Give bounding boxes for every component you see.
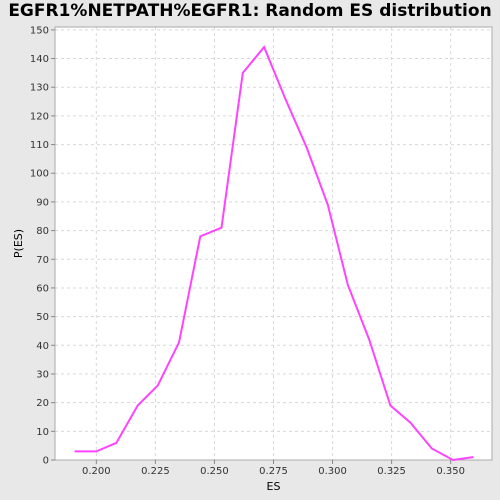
data-point [241, 72, 244, 74]
y-tick-label: 120 [30, 111, 49, 122]
axis-labels: 0 10 20 30 40 50 60 70 80 90 100 110 120 130 140 150 0.2… [12, 25, 465, 493]
y-tick-label: 10 [36, 427, 49, 438]
series-layer [74, 45, 474, 462]
data-point [263, 46, 265, 48]
data-point [472, 456, 474, 458]
y-tick-label: 0 [43, 456, 49, 467]
y-tick-label: 140 [30, 54, 49, 65]
data-point [430, 447, 433, 450]
y-tick-label: 40 [36, 341, 49, 352]
y-tick-label: 110 [30, 140, 49, 151]
x-tick-label: 0.350 [436, 466, 465, 477]
y-tick-label: 130 [30, 83, 49, 94]
data-point [95, 450, 98, 453]
x-tick-label: 0.275 [259, 466, 288, 477]
y-tick-label: 30 [36, 369, 49, 380]
data-point [389, 404, 392, 407]
series-line [75, 45, 474, 462]
y-tick-label: 100 [30, 169, 49, 180]
x-axis-label: ES [267, 480, 281, 493]
y-axis-label: P(ES) [12, 229, 25, 258]
y-tick-label: 50 [36, 312, 49, 323]
data-point [284, 97, 287, 100]
x-tick-label: 0.325 [377, 466, 406, 477]
data-point [136, 404, 139, 407]
y-tick-label: 90 [36, 197, 49, 208]
data-point [178, 341, 180, 344]
data-point [368, 338, 370, 341]
data-point [156, 384, 159, 387]
x-tick-label: 0.300 [318, 466, 347, 477]
data-point [327, 203, 329, 206]
data-point [199, 235, 202, 238]
x-tick-label: 0.250 [200, 466, 229, 477]
data-point [74, 450, 76, 453]
data-point [305, 146, 308, 149]
y-tick-label: 80 [36, 226, 49, 237]
axes [51, 26, 493, 464]
data-point [452, 459, 454, 461]
chart-title: EGFR1%NETPATH%EGFR1: Random ES distribut… [8, 1, 492, 21]
y-tick-label: 150 [30, 25, 49, 36]
x-tick-label: 0.225 [141, 466, 170, 477]
data-point [115, 441, 118, 444]
y-tick-label: 20 [36, 398, 49, 409]
data-point [347, 284, 349, 286]
y-tick-label: 60 [36, 283, 49, 294]
data-point [220, 226, 223, 229]
y-tick-label: 70 [36, 255, 49, 266]
x-tick-label: 0.200 [82, 466, 111, 477]
data-point [409, 421, 412, 424]
